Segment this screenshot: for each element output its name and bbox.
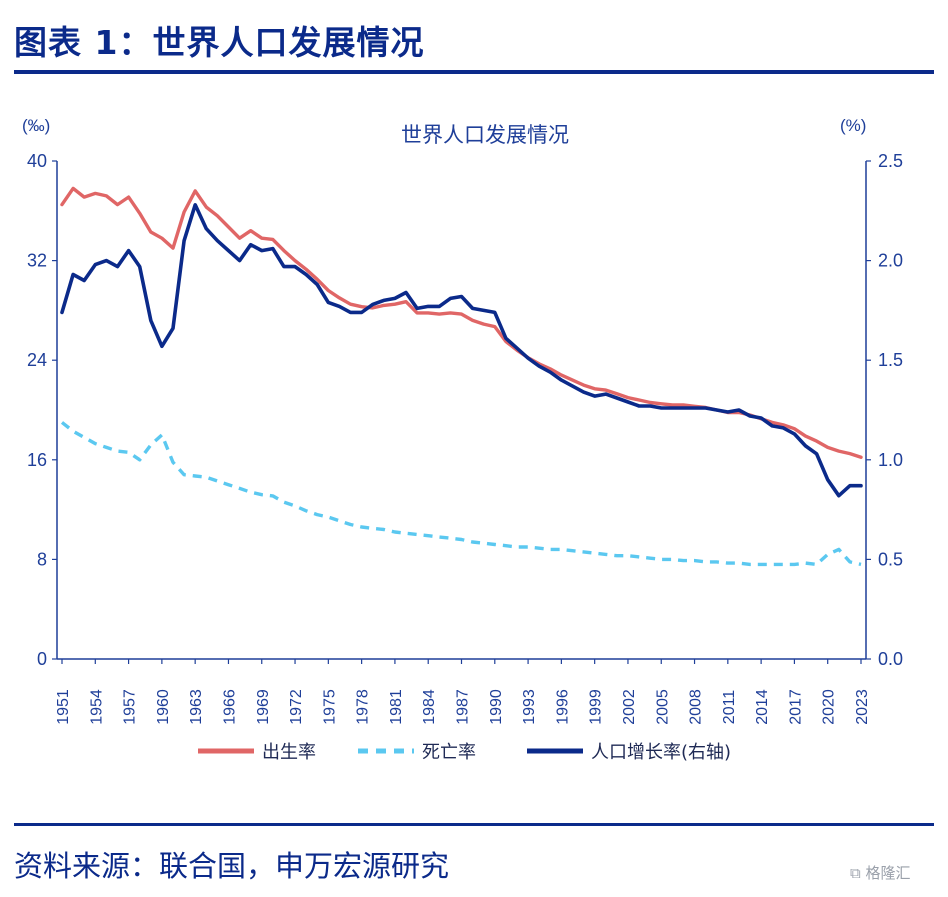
x-tick-label: 1960 (155, 689, 172, 725)
left-axis-unit: (‰) (22, 116, 50, 135)
x-tick-label: 1999 (588, 689, 605, 725)
right-y-axis: 0.0 0.5 1.0 1.5 2.0 2.5 (865, 151, 903, 669)
footer-rule (14, 823, 934, 826)
x-tick-label: 1966 (221, 689, 238, 725)
x-tick-label: 1984 (421, 689, 438, 725)
legend: 出生率 死亡率 人口增长率(右轴) (198, 742, 731, 763)
x-tick-label: 1963 (188, 689, 205, 725)
left-tick-label: 8 (37, 549, 47, 569)
x-tick-label: 1981 (388, 689, 405, 725)
series-lines (60, 186, 863, 567)
x-tick-label: 1990 (488, 689, 505, 725)
title-underline (14, 70, 934, 74)
right-tick-label: 0.0 (878, 649, 903, 669)
page-title: 图表 1：世界人口发展情况 (14, 23, 425, 62)
source-note: 资料来源：联合国，申万宏源研究 (14, 849, 450, 883)
right-tick-label: 2.0 (878, 251, 903, 271)
x-tick-label: 2020 (821, 689, 838, 725)
x-tick-label: 2023 (854, 689, 871, 725)
x-axis: 1951 1954 1957 1960 1963 1966 1969 1972 1975 1978… (55, 658, 871, 725)
right-tick-label: 2.5 (878, 151, 903, 171)
left-y-axis: 0 8 16 24 32 40 (27, 151, 58, 669)
series-line-0 (60, 186, 863, 459)
legend-label-0: 出生率 (262, 742, 316, 763)
legend-label-2: 人口增长率(右轴) (591, 742, 731, 763)
right-tick-label: 1.5 (878, 350, 903, 370)
watermark-logo-icon: ⧉ (850, 864, 861, 882)
x-tick-label: 1951 (55, 689, 72, 725)
x-tick-label: 2008 (688, 689, 705, 725)
right-tick-label: 0.5 (878, 549, 903, 569)
right-axis-unit: (%) (840, 116, 866, 135)
watermark-text: 格隆汇 (865, 864, 911, 882)
left-tick-label: 40 (27, 151, 47, 171)
x-tick-label: 2014 (754, 689, 771, 725)
x-tick-label: 1954 (88, 689, 105, 725)
legend-label-1: 死亡率 (422, 742, 476, 763)
left-tick-label: 0 (37, 649, 47, 669)
watermark: ⧉ 格隆汇 (850, 862, 911, 883)
chart-title: 世界人口发展情况 (401, 123, 569, 147)
left-tick-label: 32 (27, 251, 47, 271)
x-tick-label: 2017 (787, 689, 804, 725)
x-tick-label: 1957 (122, 689, 139, 725)
x-tick-label: 1978 (355, 689, 372, 725)
x-tick-label: 1969 (255, 689, 272, 725)
series-line-1 (60, 421, 862, 567)
x-tick-label: 1996 (554, 689, 571, 725)
right-tick-label: 1.0 (878, 450, 903, 470)
x-tick-label: 1972 (288, 689, 305, 725)
x-tick-label: 2011 (721, 690, 738, 725)
x-tick-label: 1987 (455, 689, 472, 725)
series-line-2 (60, 203, 863, 498)
x-tick-label: 2002 (621, 689, 638, 725)
x-tick-label: 1975 (321, 689, 338, 725)
x-tick-label: 1993 (521, 689, 538, 725)
left-tick-label: 24 (27, 350, 47, 370)
left-tick-label: 16 (27, 450, 47, 470)
x-tick-label: 2005 (654, 689, 671, 725)
